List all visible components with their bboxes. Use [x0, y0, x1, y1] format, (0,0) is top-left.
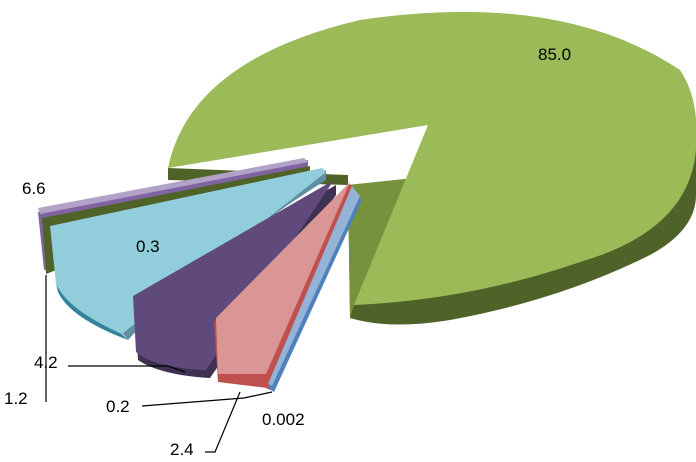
label-0-3: 0.3	[136, 237, 160, 256]
label-0-2: 0.2	[106, 397, 130, 416]
label-2-4: 2.4	[170, 440, 194, 459]
label-0-002: 0.002	[262, 410, 305, 429]
label-1-2: 1.2	[4, 389, 28, 408]
label-85: 85.0	[538, 45, 571, 64]
leader-0-2	[142, 392, 272, 406]
label-4-2: 4.2	[34, 353, 58, 372]
label-6-6: 6.6	[22, 179, 46, 198]
